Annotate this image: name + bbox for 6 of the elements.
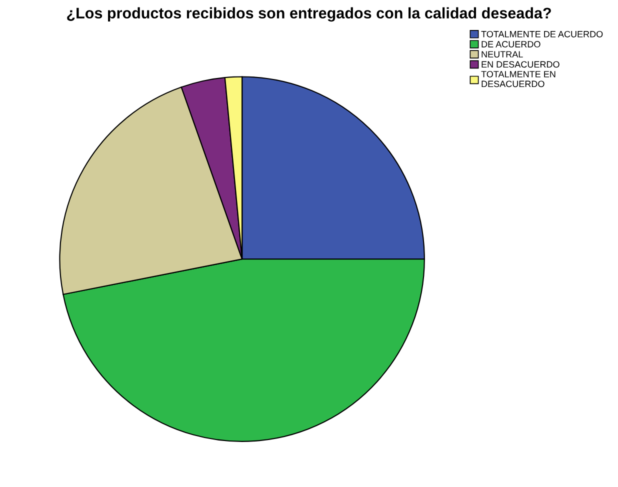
legend-label: DE ACUERDO bbox=[482, 41, 540, 48]
legend-label: TOTALMENTE EN DESACUERDO bbox=[481, 70, 556, 88]
legend-label: TOTALMENTE DE ACUERDO bbox=[481, 30, 603, 38]
legend-label: NEUTRAL bbox=[482, 51, 523, 58]
legend-label: EN DESACUERDO bbox=[482, 61, 560, 68]
chart-title: ¿Los productos recibidos son entregados con la calidad deseada? bbox=[67, 7, 551, 22]
